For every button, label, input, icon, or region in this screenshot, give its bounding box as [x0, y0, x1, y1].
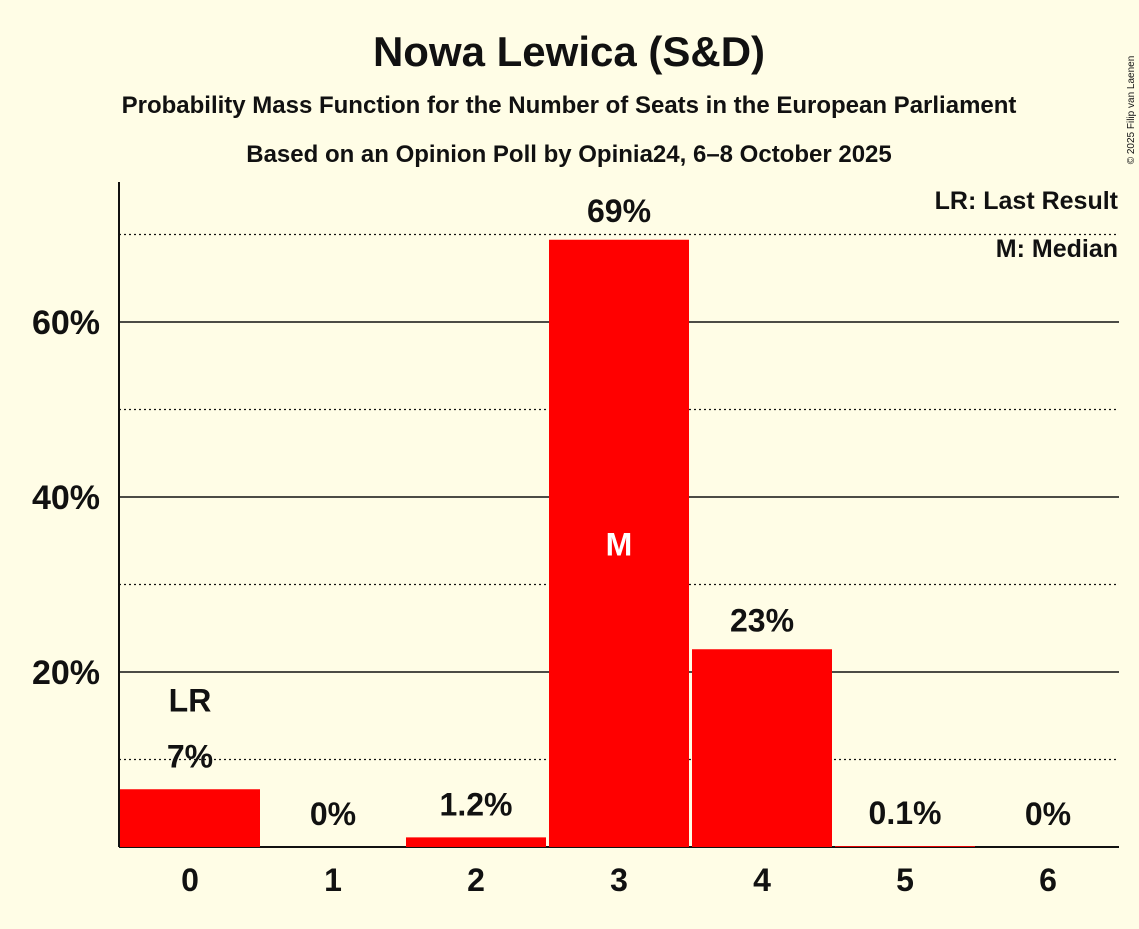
y-tick-label: 60% — [32, 304, 100, 342]
data-label: 0.1% — [869, 795, 942, 831]
x-tick-label: 1 — [324, 862, 342, 898]
bar — [549, 239, 689, 847]
y-tick-label: 40% — [32, 479, 100, 517]
legend-last-result: LR: Last Result — [935, 187, 1119, 215]
last-result-marker: LR — [169, 682, 212, 718]
data-label: 69% — [587, 193, 651, 229]
bar — [692, 649, 832, 847]
legend-median: M: Median — [996, 235, 1118, 263]
x-tick-label: 4 — [753, 862, 771, 898]
bar — [835, 846, 975, 847]
bar — [406, 837, 546, 847]
x-tick-label: 3 — [610, 862, 628, 898]
x-tick-label: 6 — [1039, 862, 1057, 898]
x-tick-label: 0 — [181, 862, 199, 898]
x-tick-label: 5 — [896, 862, 914, 898]
chart-title: Nowa Lewica (S&D) — [373, 28, 765, 75]
x-tick-label: 2 — [467, 862, 485, 898]
y-tick-label: 20% — [32, 654, 100, 692]
copyright: © 2025 Filip van Laenen — [1126, 56, 1137, 165]
chart-subtitle-2: Based on an Opinion Poll by Opinia24, 6–… — [246, 141, 892, 168]
data-label: 7% — [167, 738, 213, 774]
data-label: 23% — [730, 602, 794, 638]
data-label: 0% — [1025, 796, 1071, 832]
data-label: 0% — [310, 796, 356, 832]
bar — [120, 789, 260, 847]
data-label: 1.2% — [440, 786, 513, 822]
chart-subtitle: Probability Mass Function for the Number… — [122, 92, 1017, 119]
median-marker: M — [606, 526, 633, 562]
